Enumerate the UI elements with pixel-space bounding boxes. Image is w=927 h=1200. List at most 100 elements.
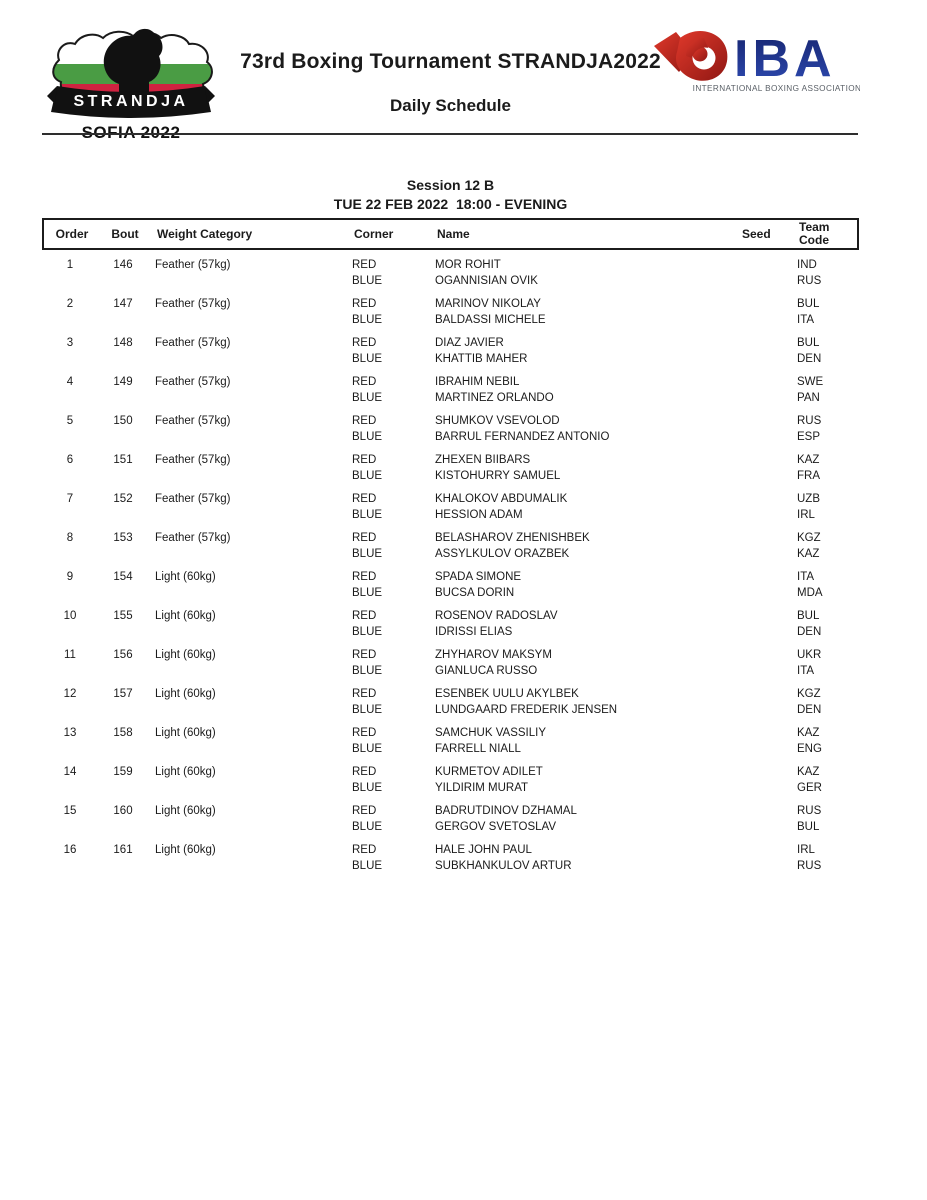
table-header-row: Order Bout Weight Category Corner Name S… (42, 218, 859, 250)
blue-boxer-name: FARRELL NIALL (435, 742, 521, 755)
red-corner-label: RED (352, 766, 377, 778)
red-team-code: UKR (797, 649, 822, 661)
blue-boxer-name: MARTINEZ ORLANDO (435, 391, 554, 404)
red-corner-label: RED (352, 571, 377, 583)
name-cell: BADRUTDINOV DZHAMAL GERGOV SVETOSLAV (433, 803, 737, 835)
red-team-code: KAZ (797, 727, 820, 739)
blue-team-code: MDA (797, 586, 823, 599)
table-row: 10 155 Light (60kg) RED BLUE ROSENOV RAD… (42, 608, 859, 647)
blue-corner-label: BLUE (352, 742, 383, 755)
team-code-cell: RUS BUL (785, 803, 859, 835)
order-cell: 10 (63, 610, 77, 622)
table-row: 7 152 Feather (57kg) RED BLUE KHALOKOV A… (42, 491, 859, 530)
weight-category-cell: Light (60kg) (155, 688, 216, 700)
weight-category-cell: Light (60kg) (155, 649, 216, 661)
weight-category-cell: Feather (57kg) (155, 532, 231, 544)
table-row: 6 151 Feather (57kg) RED BLUE ZHEXEN BII… (42, 452, 859, 491)
schedule-section: Session 12 B TUE 22 FEB 2022 18:00 - EVE… (42, 176, 859, 881)
red-corner-label: RED (352, 298, 377, 310)
weight-category-cell: Light (60kg) (155, 766, 216, 778)
corner-cell: RED BLUE (350, 257, 433, 289)
blue-boxer-name: GERGOV SVETOSLAV (435, 820, 557, 833)
iba-mark-icon (654, 30, 728, 81)
blue-boxer-name: IDRISSI ELIAS (435, 625, 513, 638)
bout-number-cell: 157 (113, 688, 133, 700)
red-team-code: SWE (797, 376, 824, 388)
corner-cell: RED BLUE (350, 530, 433, 562)
red-corner-label: RED (352, 727, 377, 739)
bout-number-cell: 148 (113, 337, 133, 349)
corner-cell: RED BLUE (350, 569, 433, 601)
red-corner-label: RED (352, 805, 377, 817)
team-code-cell: SWE PAN (785, 374, 859, 406)
red-boxer-name: ROSENOV RADOSLAV (435, 610, 558, 622)
weight-category-cell: Feather (57kg) (155, 454, 231, 466)
weight-category-cell: Light (60kg) (155, 571, 216, 583)
red-team-code: BUL (797, 337, 820, 349)
corner-cell: RED BLUE (350, 374, 433, 406)
red-boxer-name: MARINOV NIKOLAY (435, 298, 541, 310)
seed-cell (737, 530, 785, 531)
order-cell: 2 (66, 298, 74, 310)
table-row: 16 161 Light (60kg) RED BLUE HALE JOHN P… (42, 842, 859, 881)
red-team-code: BUL (797, 610, 820, 622)
red-corner-label: RED (352, 688, 377, 700)
order-cell: 1 (66, 259, 74, 271)
col-header-seed: Seed (742, 227, 771, 241)
col-header-team-line1: Team (799, 220, 830, 234)
blue-corner-label: BLUE (352, 508, 383, 521)
weight-category-cell: Light (60kg) (155, 805, 216, 817)
seed-cell (737, 803, 785, 804)
corner-cell: RED BLUE (350, 725, 433, 757)
corner-cell: RED BLUE (350, 686, 433, 718)
bout-number-cell: 159 (113, 766, 133, 778)
table-row: 9 154 Light (60kg) RED BLUE SPADA SIMONE… (42, 569, 859, 608)
col-header-order: Order (55, 227, 89, 241)
seed-cell (737, 725, 785, 726)
red-team-code: RUS (797, 415, 822, 427)
red-corner-label: RED (352, 844, 377, 856)
page-subtitle: Daily Schedule (390, 96, 511, 115)
red-boxer-name: BELASHAROV ZHENISHBEK (435, 532, 590, 544)
blue-boxer-name: OGANNISIAN OVIK (435, 274, 538, 287)
seed-cell (737, 452, 785, 453)
order-cell: 6 (66, 454, 74, 466)
blue-boxer-name: BALDASSI MICHELE (435, 313, 546, 326)
team-code-cell: ITA MDA (785, 569, 859, 601)
order-cell: 5 (66, 415, 74, 427)
red-team-code: KGZ (797, 688, 821, 700)
bout-number-cell: 147 (113, 298, 133, 310)
blue-boxer-name: SUBKHANKULOV ARTUR (435, 859, 572, 872)
red-boxer-name: DIAZ JAVIER (435, 337, 504, 349)
blue-team-code: PAN (797, 391, 820, 404)
order-cell: 16 (63, 844, 77, 856)
blue-corner-label: BLUE (352, 625, 383, 638)
table-row: 8 153 Feather (57kg) RED BLUE BELASHAROV… (42, 530, 859, 569)
strandja-banner-text: STRANDJA (73, 93, 188, 110)
red-corner-label: RED (352, 649, 377, 661)
corner-cell: RED BLUE (350, 452, 433, 484)
red-team-code: IRL (797, 844, 815, 856)
name-cell: BELASHAROV ZHENISHBEK ASSYLKULOV ORAZBEK (433, 530, 737, 562)
red-corner-label: RED (352, 610, 377, 622)
order-cell: 13 (63, 727, 77, 739)
blue-team-code: RUS (797, 859, 822, 872)
team-code-cell: IRL RUS (785, 842, 859, 874)
name-cell: MOR ROHIT OGANNISIAN OVIK (433, 257, 737, 289)
corner-cell: RED BLUE (350, 647, 433, 679)
bout-number-cell: 160 (113, 805, 133, 817)
name-cell: ZHYHAROV MAKSYM GIANLUCA RUSSO (433, 647, 737, 679)
blue-corner-label: BLUE (352, 664, 383, 677)
corner-cell: RED BLUE (350, 413, 433, 445)
blue-team-code: BUL (797, 820, 820, 833)
red-boxer-name: MOR ROHIT (435, 259, 501, 271)
red-team-code: IND (797, 259, 817, 271)
strandja-logo: STRANDJA SOFIA 2022 (47, 28, 215, 142)
blue-boxer-name: KHATTIB MAHER (435, 352, 528, 365)
red-team-code: KAZ (797, 454, 820, 466)
weight-category-cell: Feather (57kg) (155, 337, 231, 349)
seed-cell (737, 374, 785, 375)
corner-cell: RED BLUE (350, 842, 433, 874)
red-boxer-name: ZHYHAROV MAKSYM (435, 649, 552, 661)
red-boxer-name: ESENBEK UULU AKYLBEK (435, 688, 579, 700)
